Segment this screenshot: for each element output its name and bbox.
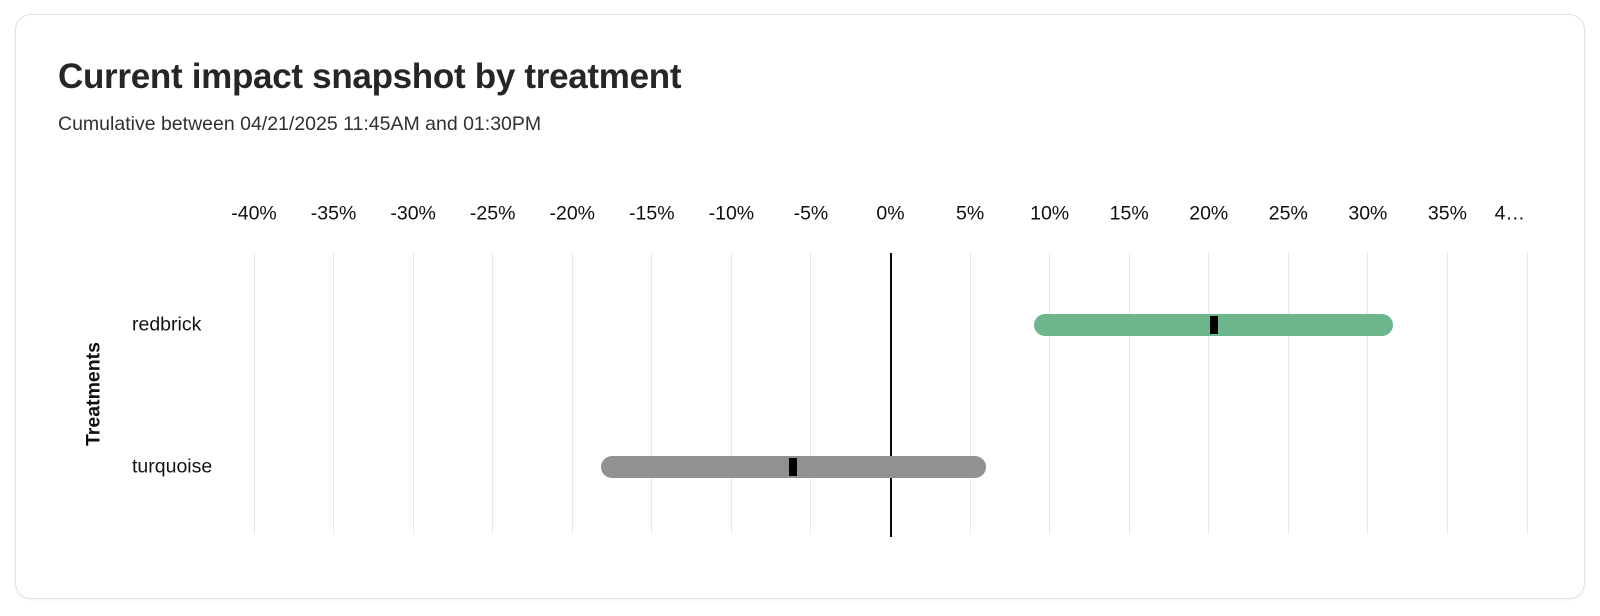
x-gridline xyxy=(1526,253,1528,534)
x-tick-label: 35% xyxy=(1427,202,1467,225)
chart-subtitle: Cumulative between 04/21/2025 11:45AM an… xyxy=(58,113,542,135)
x-tick-label: 15% xyxy=(1109,202,1149,225)
x-tick-label: 0% xyxy=(876,202,905,225)
x-gridline xyxy=(1367,253,1369,534)
x-tick-label: 10% xyxy=(1030,202,1070,225)
x-gridline xyxy=(651,253,653,534)
x-gridline xyxy=(1128,253,1130,534)
x-gridline xyxy=(253,253,255,534)
chart-title: Current impact snapshot by treatment xyxy=(58,57,682,96)
x-gridline xyxy=(492,253,494,534)
x-tick-label: 5% xyxy=(955,202,985,225)
x-gridline xyxy=(810,253,812,534)
point-estimate-marker-redbrick[interactable] xyxy=(1209,316,1218,334)
point-estimate-marker-turquoise[interactable] xyxy=(789,458,798,476)
x-tick-label: -20% xyxy=(549,202,596,225)
x-tick-label: -5% xyxy=(793,202,829,225)
x-gridline xyxy=(571,253,573,534)
x-gridline xyxy=(333,253,335,534)
x-tick-label: -40% xyxy=(231,202,277,225)
x-tick-label: -35% xyxy=(310,202,357,225)
row-label-turquoise: turquoise xyxy=(132,455,213,478)
chart-card: Current impact snapshot by treatment Cum… xyxy=(15,14,1585,599)
chart-card-body: Current impact snapshot by treatment Cum… xyxy=(16,15,1584,598)
row-label-redbrick: redbrick xyxy=(132,313,202,336)
x-gridline xyxy=(412,253,414,534)
x-gridline xyxy=(969,253,971,534)
x-tick-label: -15% xyxy=(629,202,675,225)
x-tick-label: 30% xyxy=(1348,202,1388,225)
x-tick-label: 4… xyxy=(1494,202,1525,225)
x-gridline xyxy=(730,253,732,534)
x-gridline xyxy=(1287,253,1289,534)
x-tick-label: 20% xyxy=(1189,202,1229,225)
y-axis-title: Treatments xyxy=(82,341,105,447)
x-tick-label: -10% xyxy=(708,202,755,225)
x-gridline xyxy=(1446,253,1448,534)
x-tick-label: -25% xyxy=(469,202,516,225)
x-tick-label: -30% xyxy=(390,202,436,225)
x-gridline xyxy=(1049,253,1051,534)
zero-reference-line xyxy=(890,253,892,537)
x-tick-label: 25% xyxy=(1268,202,1308,225)
x-gridline xyxy=(1208,253,1210,534)
